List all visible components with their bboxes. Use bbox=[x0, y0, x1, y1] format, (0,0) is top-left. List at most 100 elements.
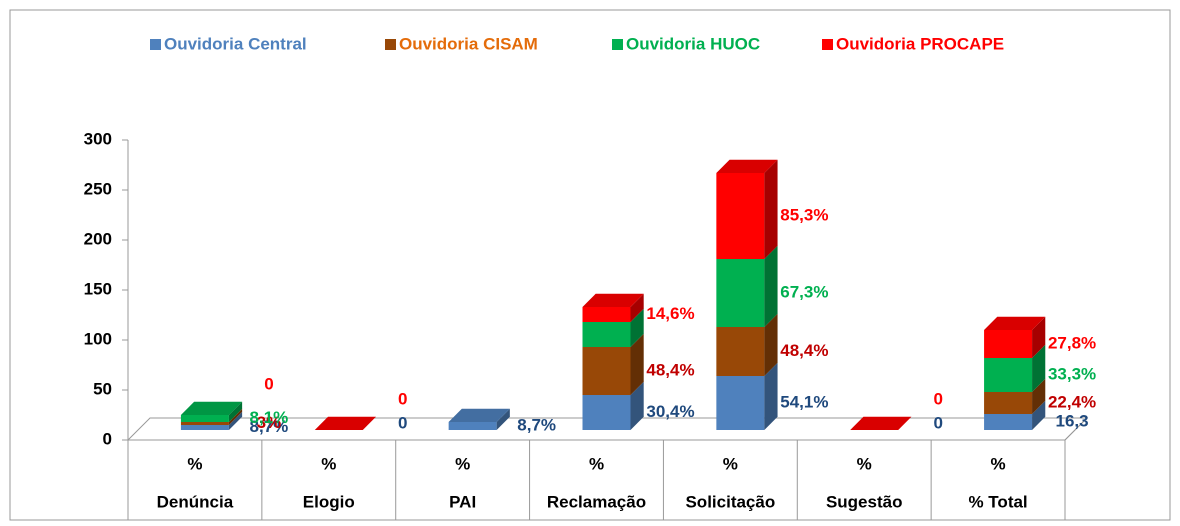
bar-segment bbox=[180, 401, 243, 422]
x-tick-label: % bbox=[321, 454, 336, 473]
bar-segment bbox=[582, 333, 644, 395]
bar-face bbox=[228, 408, 243, 425]
bar-segment bbox=[716, 245, 778, 327]
bar-segment bbox=[180, 408, 243, 425]
data-label: 0 bbox=[398, 413, 407, 432]
chart-border bbox=[9, 9, 1171, 521]
x-tick-label: Denúncia bbox=[157, 492, 234, 511]
bar-face bbox=[984, 392, 1033, 414]
bar-face bbox=[582, 395, 631, 430]
data-label: 22,4% bbox=[1048, 392, 1096, 411]
data-label: 8,7% bbox=[250, 417, 289, 436]
y-tick-label: 0 bbox=[103, 429, 112, 448]
bar-face bbox=[984, 330, 1033, 358]
x-tick-label: % bbox=[991, 454, 1006, 473]
bar-face bbox=[984, 358, 1033, 392]
bar-top bbox=[716, 159, 778, 173]
data-label: 14,6% bbox=[646, 304, 694, 323]
y-tick-label: 250 bbox=[84, 179, 112, 198]
data-label: 85,3% bbox=[780, 205, 828, 224]
y-tick-label: 300 bbox=[84, 129, 112, 148]
bar-segment bbox=[716, 313, 778, 376]
legend-swatch bbox=[150, 39, 161, 50]
bar-top bbox=[314, 416, 376, 430]
x-tick-label: Reclamação bbox=[547, 492, 646, 511]
x-tick-label: % bbox=[857, 454, 872, 473]
bar-face bbox=[448, 422, 497, 430]
bar-top bbox=[448, 408, 510, 422]
bar-face bbox=[630, 293, 644, 322]
bar-face bbox=[228, 411, 243, 430]
bar-face bbox=[1032, 344, 1046, 392]
x-tick-label: % bbox=[187, 454, 202, 473]
bar-segment bbox=[180, 411, 243, 430]
y-tick-label: 150 bbox=[84, 279, 112, 298]
x-tick-label: % Total bbox=[968, 492, 1027, 511]
legend-label: Ouvidoria CISAM bbox=[399, 34, 538, 53]
bar-face bbox=[582, 307, 631, 322]
table-line bbox=[1064, 417, 1088, 441]
bar-face bbox=[716, 327, 765, 376]
data-label: 8,7% bbox=[517, 415, 556, 434]
data-label: 54,1% bbox=[780, 392, 828, 411]
data-label: 30,4% bbox=[646, 402, 694, 421]
x-tick-label: Elogio bbox=[303, 492, 355, 511]
bar-top bbox=[582, 293, 644, 307]
x-tick-label: PAI bbox=[449, 492, 476, 511]
bar-segment bbox=[716, 159, 778, 259]
bar-face bbox=[630, 381, 644, 430]
x-tick-label: % bbox=[723, 454, 738, 473]
legend-swatch bbox=[385, 39, 396, 50]
bar-face bbox=[1032, 378, 1046, 414]
bar-top bbox=[180, 401, 243, 415]
data-label: 0 bbox=[264, 374, 273, 393]
bar-face bbox=[984, 414, 1033, 430]
bar-segment bbox=[716, 362, 778, 430]
bar-segment bbox=[984, 400, 1046, 430]
bar-face bbox=[716, 173, 765, 259]
bar-face bbox=[228, 401, 243, 422]
legend-label: Ouvidoria PROCAPE bbox=[836, 34, 1004, 53]
bar-top bbox=[984, 316, 1046, 330]
bar-face bbox=[716, 259, 765, 327]
legend-swatch bbox=[822, 39, 833, 50]
x-tick-label: Sugestão bbox=[826, 492, 903, 511]
data-label: 67,3% bbox=[780, 282, 828, 301]
bar-segment bbox=[984, 378, 1046, 414]
bar-face bbox=[764, 362, 778, 430]
y-tick-label: 50 bbox=[93, 379, 112, 398]
bar-segment bbox=[582, 381, 644, 430]
data-label: 0 bbox=[398, 389, 407, 408]
data-label: 3% bbox=[257, 413, 282, 432]
x-tick-label: Solicitação bbox=[685, 492, 775, 511]
y-tick-label: 100 bbox=[84, 329, 112, 348]
bar-face bbox=[180, 415, 229, 422]
legend-swatch bbox=[612, 39, 623, 50]
data-label: 48,4% bbox=[780, 341, 828, 360]
data-label: 0 bbox=[933, 389, 942, 408]
data-label: 8,1% bbox=[250, 408, 289, 427]
bar-face bbox=[764, 313, 778, 376]
data-label: 27,8% bbox=[1048, 333, 1096, 352]
bar-face bbox=[180, 425, 229, 430]
data-label: 16,3 bbox=[1056, 411, 1089, 430]
x-tick-label: % bbox=[455, 454, 470, 473]
bar-segment bbox=[582, 308, 644, 347]
y-tick-label: 200 bbox=[84, 229, 112, 248]
bar-segment bbox=[984, 316, 1046, 358]
bar-face bbox=[496, 408, 510, 430]
data-label: 0 bbox=[933, 413, 942, 432]
data-label: 33,3% bbox=[1048, 364, 1096, 383]
bar-face bbox=[180, 422, 229, 425]
bar-face bbox=[582, 322, 631, 347]
bar-segment bbox=[448, 408, 510, 430]
bar-face bbox=[630, 308, 644, 347]
bar-face bbox=[1032, 316, 1046, 358]
x-tick-label: % bbox=[589, 454, 604, 473]
bar-segment bbox=[984, 344, 1046, 392]
bar-face bbox=[764, 159, 778, 259]
data-label: 48,4% bbox=[646, 360, 694, 379]
bar-face bbox=[1032, 400, 1046, 430]
bar-face bbox=[764, 245, 778, 327]
